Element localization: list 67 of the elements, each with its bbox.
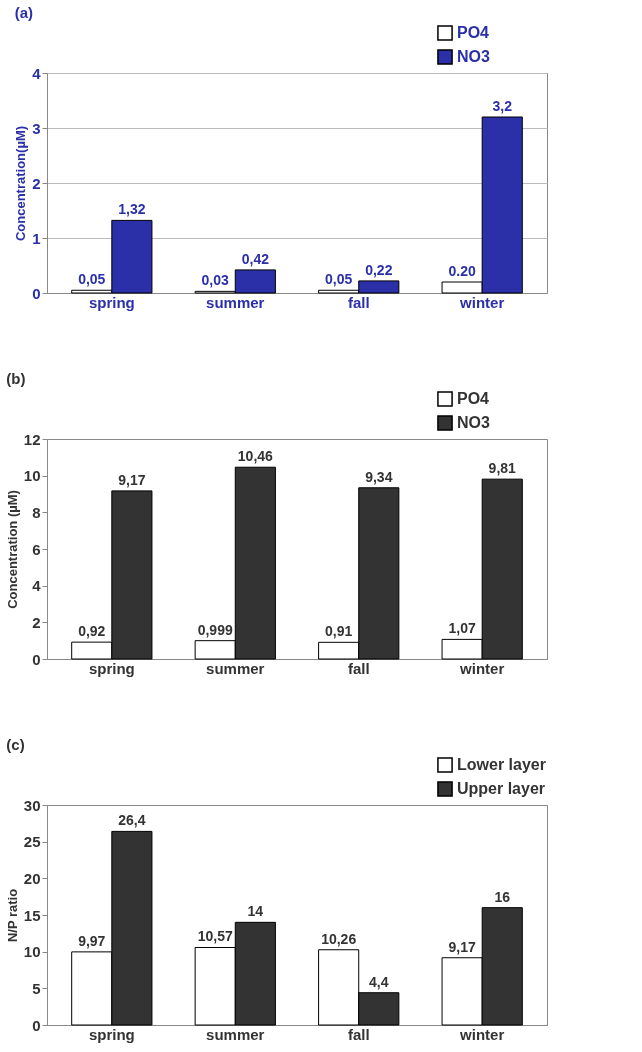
y-tick-label: 0 xyxy=(32,650,41,668)
data-label: 3,2 xyxy=(492,98,513,114)
data-label: 0,999 xyxy=(197,621,233,638)
x-tick-label: spring xyxy=(88,293,135,311)
data-label: 1,32 xyxy=(118,201,146,218)
x-tick-label: summer xyxy=(206,293,265,311)
data-label: 4,4 xyxy=(369,973,389,990)
x-tick-label: summer xyxy=(206,659,265,677)
x-tick-label: fall xyxy=(347,1025,370,1043)
legend-label: PO4 xyxy=(457,390,490,407)
data-label: 0.20 xyxy=(448,263,476,279)
legend-label: Upper layer xyxy=(457,780,546,797)
y-tick-label: 2 xyxy=(32,174,41,192)
data-label: 0,91 xyxy=(325,623,353,640)
x-tick-label: fall xyxy=(347,659,370,677)
y-tick-label: 0 xyxy=(32,1016,41,1034)
y-tick-label: 15 xyxy=(23,906,41,924)
data-label: 0,05 xyxy=(78,271,106,288)
y-tick-label: 20 xyxy=(23,869,41,887)
y-tick-label: 0 xyxy=(32,284,41,302)
data-label: 9,97 xyxy=(78,932,106,949)
legend-label: NO3 xyxy=(457,48,490,65)
data-label: 10,46 xyxy=(237,448,274,465)
data-label: 0,22 xyxy=(365,261,393,278)
x-tick-label: summer xyxy=(206,1025,265,1043)
y-axis-title: N/P ratio xyxy=(4,888,20,943)
data-label: 9,17 xyxy=(448,938,476,955)
chart-title: (b) xyxy=(6,370,26,387)
legend-label: PO4 xyxy=(457,24,490,41)
y-tick-label: 2 xyxy=(32,613,41,631)
y-tick-label: 8 xyxy=(32,503,41,521)
data-label: 26,4 xyxy=(118,812,146,829)
data-label: 1,07 xyxy=(448,620,476,637)
y-axis-title: Concentration(µM) xyxy=(13,125,29,242)
x-tick-label: spring xyxy=(88,659,135,677)
data-label: 10,26 xyxy=(321,930,357,947)
data-label: 9,17 xyxy=(118,471,146,488)
x-tick-label: winter xyxy=(459,1025,505,1043)
x-tick-label: fall xyxy=(347,293,370,311)
chart-title: (c) xyxy=(6,736,25,753)
x-tick-label: winter xyxy=(459,659,505,677)
data-label: 0,92 xyxy=(78,623,106,640)
data-label: 0,05 xyxy=(325,271,353,288)
y-tick-label: 10 xyxy=(23,943,41,961)
data-label: 9,81 xyxy=(488,460,517,477)
data-label: 16 xyxy=(494,888,511,905)
data-label: 10,57 xyxy=(197,928,233,945)
data-label: 0,42 xyxy=(241,250,270,267)
y-tick-label: 10 xyxy=(23,467,41,485)
y-tick-label: 3 xyxy=(32,119,41,137)
y-tick-label: 12 xyxy=(23,430,41,448)
data-label: 14 xyxy=(247,903,264,920)
y-axis-title: Concentration (µM) xyxy=(4,490,20,609)
x-tick-label: winter xyxy=(459,293,505,311)
y-tick-label: 4 xyxy=(32,577,42,595)
y-tick-label: 4 xyxy=(32,64,42,82)
data-label: 9,34 xyxy=(365,468,393,485)
y-tick-label: 5 xyxy=(32,979,41,997)
data-label: 0,03 xyxy=(201,272,230,289)
legend-label: Lower layer xyxy=(457,756,546,773)
legend-label: NO3 xyxy=(457,414,490,431)
chart-title: (a) xyxy=(14,4,33,21)
y-tick-label: 30 xyxy=(23,796,41,814)
y-tick-label: 25 xyxy=(23,833,41,851)
y-tick-label: 6 xyxy=(32,540,41,558)
x-tick-label: spring xyxy=(88,1025,135,1043)
y-tick-label: 1 xyxy=(32,229,41,247)
